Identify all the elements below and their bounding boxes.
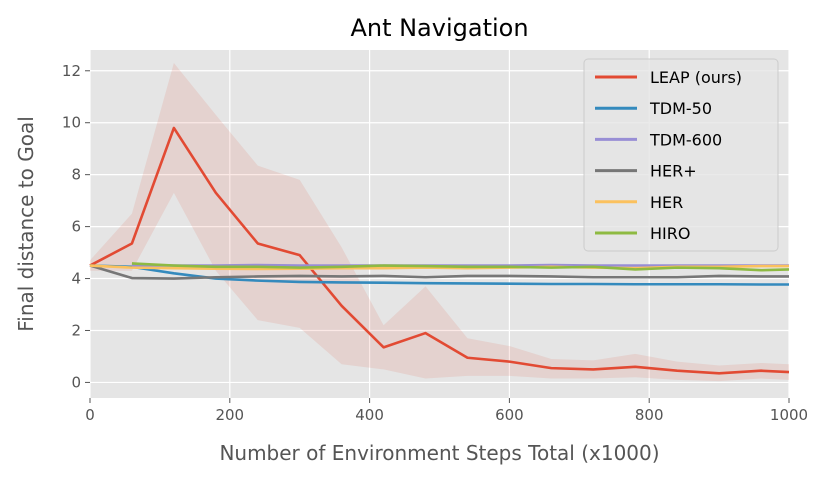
series-lines: [89, 126, 790, 375]
legend-label: HER+: [650, 162, 697, 181]
legend-label: HER: [650, 193, 683, 212]
series-line: [131, 262, 790, 272]
x-axis-title: Number of Environment Steps Total (x1000…: [219, 441, 659, 465]
y-axis-title: Final distance to Goal: [14, 116, 38, 332]
legend-label: TDM-600: [649, 130, 722, 149]
y-tick-label: 4: [71, 270, 81, 288]
x-tick-label: 400: [355, 406, 384, 424]
x-tick-label: 600: [495, 406, 524, 424]
y-tick-label: 6: [71, 218, 81, 236]
confidence-band: [90, 62, 789, 382]
legend-box: [583, 58, 779, 252]
legend: LEAP (ours) TDM-50 TDM-600 HER+ HER HIRO: [583, 58, 779, 252]
legend-label: LEAP (ours): [650, 68, 742, 87]
x-tick-label: 200: [215, 406, 244, 424]
series-line: [89, 126, 790, 375]
tick-labels: 0 200 400 600 800 1000 0 2 4 6 8 10 12: [62, 62, 808, 424]
legend-label: HIRO: [650, 224, 690, 243]
x-tick-label: 1000: [770, 406, 808, 424]
y-tick-label: 10: [62, 114, 81, 132]
x-tick-label: 0: [85, 406, 95, 424]
confidence-bands: [90, 62, 789, 382]
y-tick-label: 0: [71, 373, 81, 391]
y-tick-label: 12: [62, 62, 81, 80]
series-line: [89, 264, 789, 280]
chart-title: Ant Navigation: [350, 14, 528, 42]
legend-label: TDM-50: [649, 99, 712, 118]
y-tick-label: 8: [71, 166, 81, 184]
y-tick-label: 2: [71, 321, 81, 339]
x-tick-label: 800: [635, 406, 664, 424]
